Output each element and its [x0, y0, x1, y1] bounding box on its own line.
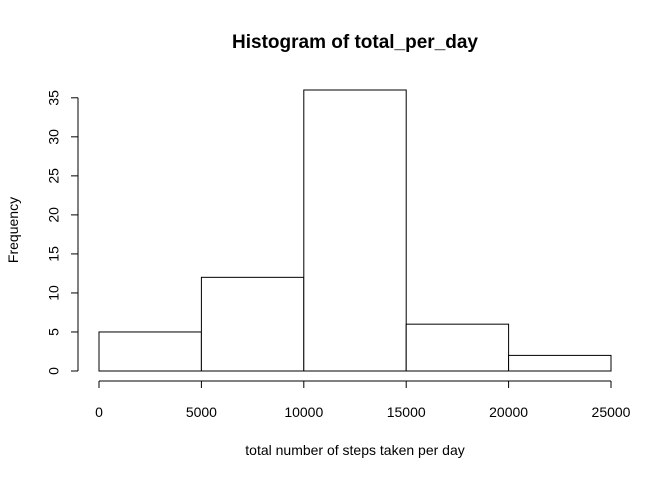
- y-tick-label-5: 25: [46, 168, 62, 184]
- x-tick-label-5: 25000: [592, 404, 631, 420]
- histogram-bar-4: [509, 355, 611, 371]
- y-tick-label-3: 15: [46, 246, 62, 262]
- y-tick-label-1: 5: [46, 328, 62, 336]
- y-tick-label-7: 35: [46, 90, 62, 106]
- histogram-bar-3: [406, 324, 508, 371]
- x-tick-label-2: 10000: [284, 404, 323, 420]
- chart-title: Histogram of total_per_day: [232, 32, 478, 53]
- x-tick-label-3: 15000: [387, 404, 426, 420]
- y-axis-label: Frequency: [5, 197, 21, 263]
- histogram-bar-1: [201, 277, 303, 371]
- bars-group: [99, 90, 611, 371]
- y-tick-label-4: 20: [46, 207, 62, 223]
- y-tick-label-0: 0: [46, 367, 62, 375]
- x-axis-label: total number of steps taken per day: [245, 442, 464, 458]
- y-tick-label-2: 10: [46, 285, 62, 301]
- histogram-bar-0: [99, 332, 201, 371]
- x-tick-label-0: 0: [95, 404, 103, 420]
- x-axis: 0 5000 10000 15000 20000 25000: [95, 381, 631, 420]
- y-tick-label-6: 30: [46, 129, 62, 145]
- x-tick-label-4: 20000: [489, 404, 528, 420]
- x-tick-label-1: 5000: [186, 404, 217, 420]
- y-axis: 0 5 10 15 20 25 30 35: [46, 90, 78, 375]
- histogram-bar-2: [304, 90, 406, 371]
